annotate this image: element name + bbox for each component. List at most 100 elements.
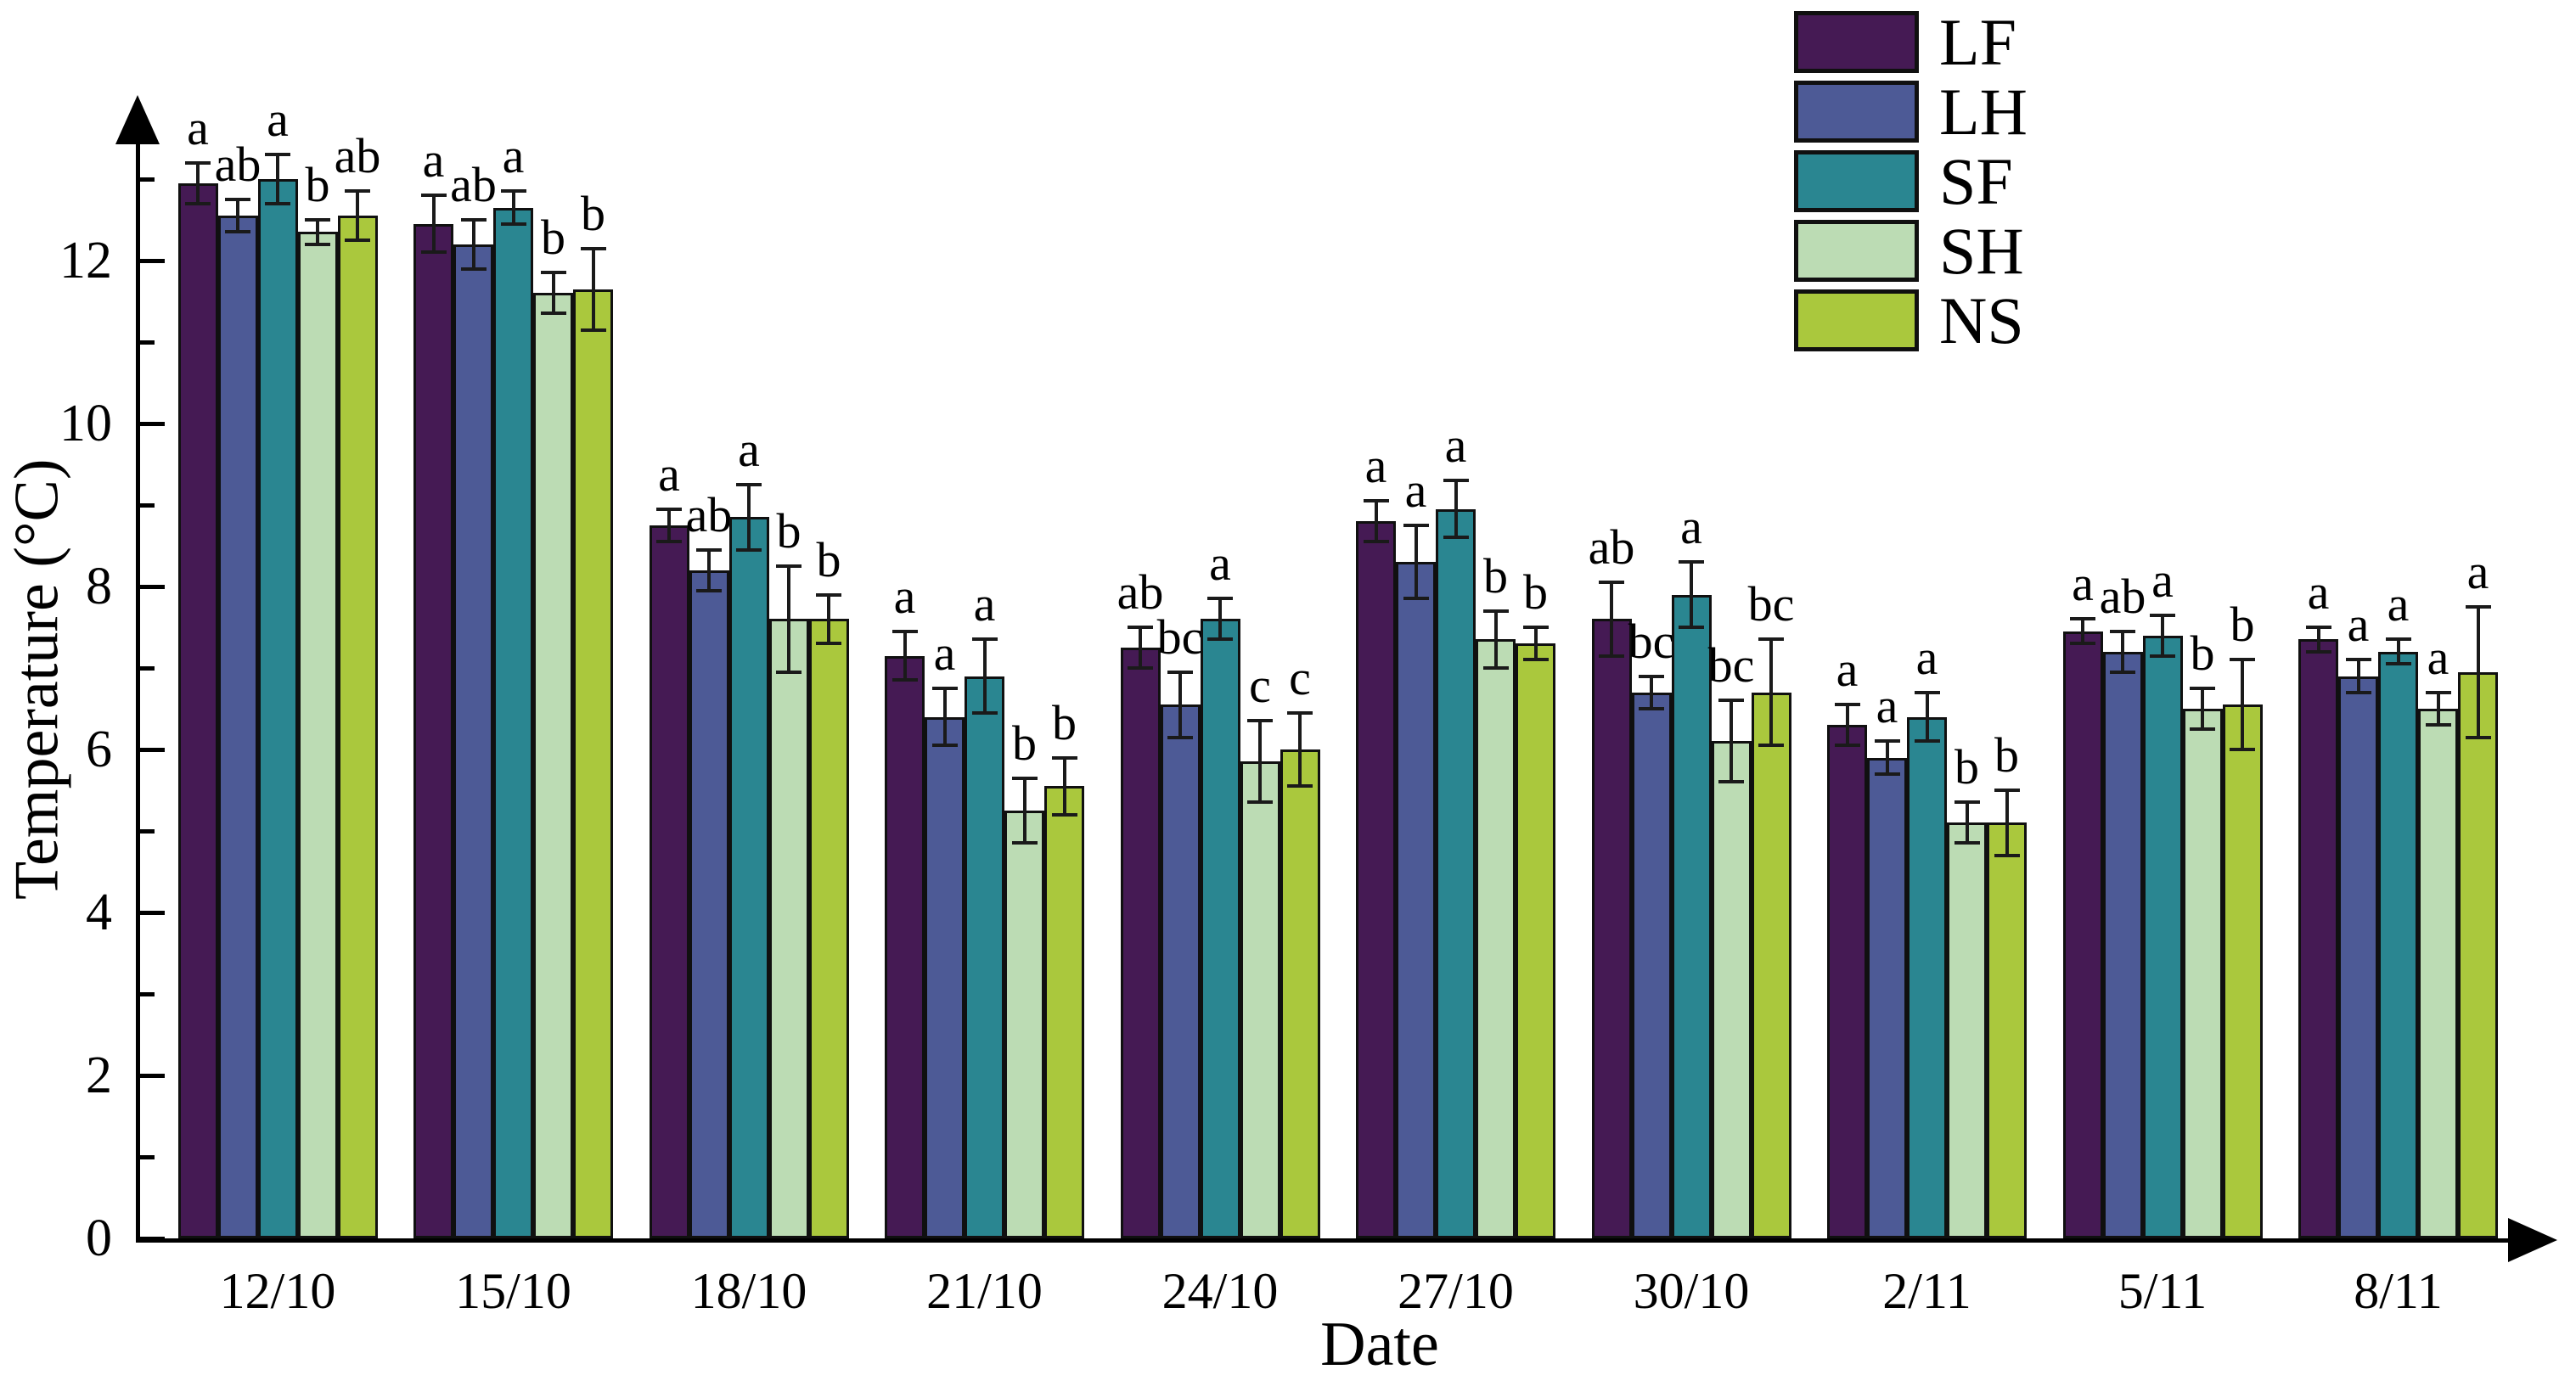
bar-sh <box>768 619 809 1238</box>
x-category-label: 21/10 <box>926 1263 1043 1319</box>
bar-lh <box>1160 704 1201 1238</box>
error-bar-cap-top <box>460 218 487 222</box>
x-category-label: 24/10 <box>1161 1263 1279 1319</box>
bar-lf <box>649 525 689 1238</box>
error-bar-cap-bottom <box>1834 744 1860 748</box>
error-bar-cap-top <box>2110 629 2135 633</box>
bar-ns <box>2458 671 2498 1238</box>
error-bar-cap-bottom <box>1128 666 1153 670</box>
error-bar-cap-bottom <box>2070 642 2095 646</box>
legend-item-lh: LH <box>1794 75 2028 149</box>
error-bar-line <box>2356 660 2360 693</box>
y-tick-label: 8 <box>86 558 112 615</box>
error-bar-cap-bottom <box>1522 658 1549 662</box>
bar-sh <box>2182 709 2223 1238</box>
significance-letter: a <box>2307 564 2330 620</box>
x-category-label: 15/10 <box>455 1263 571 1319</box>
error-bar-line <box>431 195 436 253</box>
significance-letter: bc <box>1156 609 1204 665</box>
bar-lf <box>1120 648 1161 1238</box>
error-bar-cap-bottom <box>1363 540 1389 544</box>
y-axis-arrow-icon <box>115 95 160 144</box>
bar-ns <box>337 216 378 1238</box>
bar-lf <box>2298 639 2338 1238</box>
y-minor-tick <box>138 1155 155 1159</box>
error-bar-cap-top <box>1403 524 1429 527</box>
y-major-tick <box>138 422 165 426</box>
legend-label-lh: LH <box>1939 75 2028 149</box>
error-bar-line <box>747 485 751 550</box>
bar-ns <box>1516 643 1555 1238</box>
significance-letter: a <box>2151 552 2174 608</box>
error-bar-cap-bottom <box>1207 637 1233 642</box>
error-bar-cap-bottom <box>2385 662 2411 666</box>
error-bar-cap-bottom <box>2190 727 2215 731</box>
error-bar-cap-bottom <box>580 328 606 332</box>
x-category-label: 18/10 <box>690 1263 807 1319</box>
significance-letter: bc <box>1747 576 1795 632</box>
error-bar-cap-bottom <box>1758 744 1784 748</box>
bar-ns <box>1044 786 1084 1238</box>
error-bar-cap-bottom <box>1639 707 1664 710</box>
bar-sh <box>1004 811 1044 1238</box>
error-bar-line <box>1178 671 1182 738</box>
bar-lh <box>453 244 493 1238</box>
error-bar-cap-bottom <box>2230 748 2255 751</box>
error-bar-cap-bottom <box>1914 739 1940 744</box>
significance-letter: a <box>1404 463 1427 518</box>
y-major-tick <box>138 911 165 915</box>
error-bar-cap-top <box>1167 670 1193 674</box>
legend-label-sh: SH <box>1939 214 2024 288</box>
error-bar-cap-top <box>1363 499 1389 503</box>
significance-letter: a <box>2466 544 2489 599</box>
error-bar-cap-bottom <box>971 710 998 715</box>
significance-letter: ab <box>450 157 497 212</box>
error-bar-cap-bottom <box>265 201 290 205</box>
error-bar-line <box>356 191 359 240</box>
bar-lh <box>1631 692 1672 1238</box>
significance-letter: b <box>581 185 605 241</box>
error-bar-cap-bottom <box>1011 841 1038 845</box>
significance-letter: a <box>2347 597 2370 653</box>
legend-swatch-ns <box>1794 289 1919 351</box>
error-bar-line <box>1533 627 1538 660</box>
bar-sf <box>965 676 1004 1238</box>
error-bar-line <box>1258 721 1262 803</box>
bar-lh <box>217 216 258 1238</box>
bar-lh <box>2338 676 2378 1238</box>
bar-sf <box>257 179 298 1238</box>
error-bar-cap-top <box>1207 597 1233 601</box>
legend-swatch-lf <box>1794 11 1919 73</box>
error-bar-cap-top <box>1994 789 2020 792</box>
bar-sh <box>1947 822 1987 1238</box>
error-bar-line <box>1374 501 1378 542</box>
bar-lh <box>1396 562 1436 1238</box>
significance-letter: b <box>1483 547 1508 603</box>
error-bar-line <box>1298 712 1302 787</box>
bar-sh <box>2418 709 2458 1238</box>
bar-lf <box>2062 631 2103 1238</box>
bar-sf <box>493 207 533 1238</box>
error-bar-cap-top <box>1758 637 1784 642</box>
significance-letter: b <box>776 503 801 558</box>
legend-swatch-sh <box>1794 220 1919 282</box>
significance-letter: a <box>1915 629 1938 685</box>
error-bar-line <box>196 162 200 204</box>
error-bar-cap-top <box>776 564 801 568</box>
error-bar-line <box>2121 631 2124 672</box>
significance-letter: a <box>2072 556 2094 612</box>
error-bar-cap-top <box>1679 560 1704 564</box>
error-bar-cap-top <box>2070 617 2095 621</box>
error-bar-cap-top <box>225 198 250 201</box>
bar-lh <box>925 716 965 1238</box>
x-category-label: 8/11 <box>2354 1263 2443 1319</box>
significance-letter: b <box>1994 727 2019 783</box>
significance-letter: b <box>816 531 841 587</box>
error-bar-cap-top <box>1522 626 1549 629</box>
error-bar-cap-top <box>2465 605 2491 609</box>
error-bar-cap-top <box>1443 479 1469 483</box>
significance-letter: a <box>187 99 209 155</box>
error-bar-line <box>1218 598 1222 640</box>
legend-label-lf: LF <box>1939 5 2017 79</box>
